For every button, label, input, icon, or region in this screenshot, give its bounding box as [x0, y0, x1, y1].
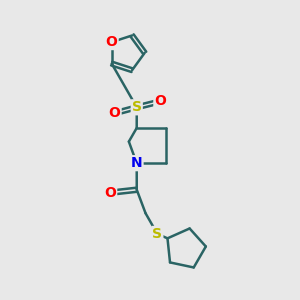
- Text: O: O: [104, 186, 116, 200]
- Text: O: O: [154, 94, 166, 108]
- Text: N: N: [131, 156, 142, 170]
- Text: S: S: [152, 227, 162, 241]
- Text: O: O: [106, 35, 118, 49]
- Text: O: O: [109, 106, 121, 120]
- Text: S: S: [132, 100, 142, 114]
